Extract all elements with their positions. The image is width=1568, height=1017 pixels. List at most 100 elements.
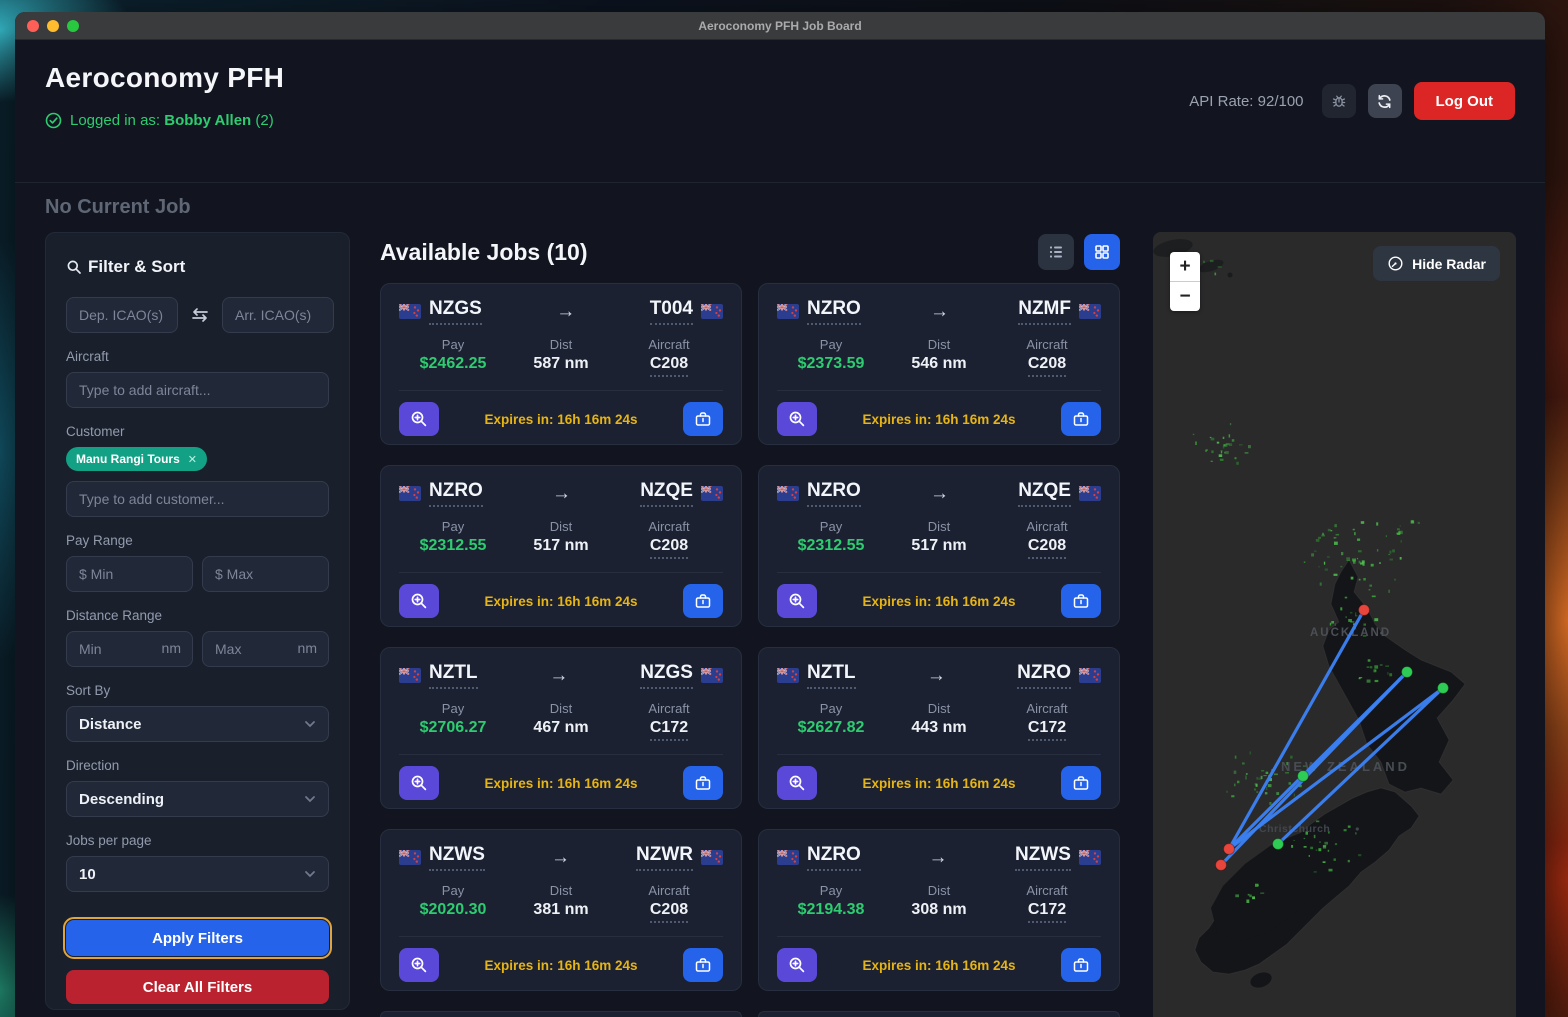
aircraft-value[interactable]: C208: [1027, 355, 1067, 377]
arrival-icao[interactable]: NZMF: [1018, 298, 1071, 325]
map-marker-red[interactable]: [1223, 843, 1235, 855]
grid-view-button[interactable]: [1084, 234, 1120, 270]
departure-icao[interactable]: NZRO: [429, 480, 483, 507]
remove-customer-chip-button[interactable]: ✕: [187, 453, 197, 466]
arrival-icao[interactable]: NZRO: [1017, 662, 1071, 689]
job-card[interactable]: NZTL → NZGS Pay $2706.27: [380, 647, 742, 809]
map-zoom-out-button[interactable]: −: [1179, 285, 1191, 307]
aircraft-value[interactable]: C172: [1027, 719, 1067, 741]
departure-endpoint: NZWS: [399, 844, 485, 871]
job-details-button[interactable]: [399, 402, 439, 436]
job-details-button[interactable]: [399, 766, 439, 800]
pay-min-input[interactable]: [66, 556, 193, 592]
accept-job-button[interactable]: [683, 948, 723, 982]
aircraft-value[interactable]: C208: [1027, 537, 1067, 559]
accept-job-button[interactable]: [683, 402, 723, 436]
hide-radar-button[interactable]: Hide Radar: [1373, 246, 1500, 281]
swap-icao-button[interactable]: [186, 307, 214, 323]
distance-stat: Dist 308 nm: [885, 883, 993, 923]
map-marker-green[interactable]: [1437, 682, 1449, 694]
arrival-endpoint: NZRO: [1017, 662, 1101, 689]
arrival-icao[interactable]: NZQE: [1018, 480, 1071, 507]
nz-flag-icon: [1079, 668, 1101, 683]
pay-value: $2462.25: [419, 355, 487, 372]
accept-job-button[interactable]: [1061, 766, 1101, 800]
expires-text: Expires in: 16h 16m 24s: [862, 411, 1016, 427]
job-card[interactable]: NZRO → NZWS Pay $2194.38: [758, 829, 1120, 991]
aircraft-value[interactable]: C172: [649, 719, 689, 741]
departure-icao[interactable]: NZTL: [807, 662, 856, 689]
departure-icao-input[interactable]: [66, 297, 178, 333]
departure-endpoint: NZRO: [777, 298, 861, 325]
job-details-button[interactable]: [399, 948, 439, 982]
job-card[interactable]: NZGS → T004 Pay $2462.25: [380, 283, 742, 445]
departure-icao[interactable]: NZRO: [807, 844, 861, 871]
debug-button[interactable]: [1321, 84, 1356, 118]
arrival-icao-input[interactable]: [222, 297, 334, 333]
pay-value: $2373.59: [797, 355, 865, 372]
departure-icao[interactable]: NZRO: [807, 298, 861, 325]
apply-filters-button[interactable]: Apply Filters: [63, 917, 332, 959]
arrival-icao[interactable]: T004: [649, 298, 693, 325]
logout-button[interactable]: Log Out: [1413, 82, 1515, 120]
job-card-partial[interactable]: [758, 1011, 1120, 1017]
map-panel[interactable]: AUCKLANDNEW ZEALANDChristchurch + − Hide…: [1153, 232, 1516, 1017]
customer-label: Customer: [66, 424, 125, 439]
departure-icao[interactable]: NZGS: [429, 298, 482, 325]
job-details-button[interactable]: [399, 584, 439, 618]
accept-job-button[interactable]: [683, 766, 723, 800]
distance-max-input[interactable]: [202, 631, 329, 667]
job-card[interactable]: NZRO → NZMF Pay $2373.59: [758, 283, 1120, 445]
sort-by-select[interactable]: Distance: [66, 706, 329, 742]
accept-job-button[interactable]: [683, 584, 723, 618]
job-card-partial[interactable]: [380, 1011, 742, 1017]
map-marker-green[interactable]: [1272, 838, 1284, 850]
job-details-button[interactable]: [777, 766, 817, 800]
map-zoom-in-button[interactable]: +: [1179, 255, 1191, 277]
jobs-per-page-select[interactable]: 10: [66, 856, 329, 892]
arrival-icao[interactable]: NZQE: [640, 480, 693, 507]
page-title: Aeroconomy PFH: [45, 62, 285, 93]
job-stats: Pay $2312.55 Dist 517 nm Aircraft C208: [399, 519, 723, 559]
list-view-button[interactable]: [1038, 234, 1074, 270]
job-details-button[interactable]: [777, 402, 817, 436]
departure-icao[interactable]: NZRO: [807, 480, 861, 507]
accept-job-button[interactable]: [1061, 402, 1101, 436]
arrival-icao[interactable]: NZGS: [640, 662, 693, 689]
map-marker-green[interactable]: [1297, 770, 1309, 782]
accept-job-button[interactable]: [1061, 584, 1101, 618]
customer-chip[interactable]: Manu Rangi Tours ✕: [66, 447, 207, 471]
job-card[interactable]: NZRO → NZQE Pay $2312.55: [758, 465, 1120, 627]
customer-filter-input[interactable]: [66, 481, 329, 517]
accept-job-button[interactable]: [1061, 948, 1101, 982]
direction-select[interactable]: Descending: [66, 781, 329, 817]
arrival-icao[interactable]: NZWS: [1015, 844, 1071, 871]
refresh-button[interactable]: [1367, 84, 1402, 118]
map-marker-red[interactable]: [1215, 859, 1227, 871]
map-marker-green[interactable]: [1401, 666, 1413, 678]
departure-icao[interactable]: NZTL: [429, 662, 478, 689]
fullscreen-window-button[interactable]: [67, 19, 79, 32]
departure-icao[interactable]: NZWS: [429, 844, 485, 871]
aircraft-value[interactable]: C172: [1027, 901, 1067, 923]
minimize-window-button[interactable]: [47, 19, 59, 32]
pay-max-input[interactable]: [202, 556, 329, 592]
aircraft-value[interactable]: C208: [649, 355, 689, 377]
distance-min-input[interactable]: [66, 631, 193, 667]
aircraft-filter-input[interactable]: [66, 372, 329, 408]
job-card[interactable]: NZWS → NZWR Pay $2020.30: [380, 829, 742, 991]
close-window-button[interactable]: [27, 19, 39, 32]
job-details-button[interactable]: [777, 584, 817, 618]
aircraft-value[interactable]: C208: [649, 537, 689, 559]
job-card[interactable]: NZTL → NZRO Pay $2627.82: [758, 647, 1120, 809]
job-card[interactable]: NZRO → NZQE Pay $2312.55: [380, 465, 742, 627]
distance-value: 381 nm: [533, 901, 589, 918]
nz-flag-icon: [777, 486, 799, 501]
refresh-icon: [1378, 94, 1391, 108]
job-details-button[interactable]: [777, 948, 817, 982]
distance-value: 467 nm: [533, 719, 589, 736]
aircraft-value[interactable]: C208: [649, 901, 689, 923]
arrival-icao[interactable]: NZWR: [636, 844, 693, 871]
map-marker-red[interactable]: [1358, 604, 1370, 616]
clear-filters-button[interactable]: Clear All Filters: [66, 970, 329, 1004]
